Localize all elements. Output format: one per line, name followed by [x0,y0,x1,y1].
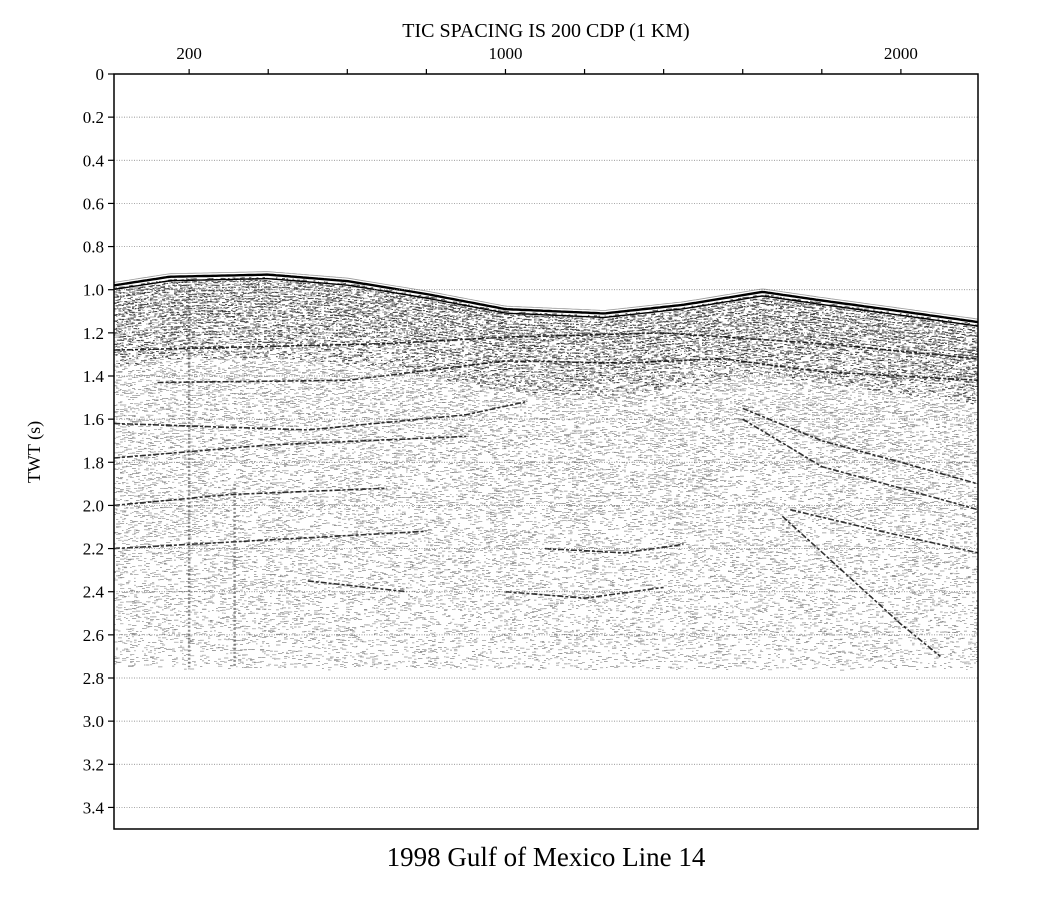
y-tick-label: 2.6 [83,626,104,645]
reflector [114,487,387,507]
y-tick-label: 0.6 [83,194,104,213]
reflector [505,586,664,600]
gridlines [114,116,978,808]
reflector [114,530,427,550]
y-tick-label: 1.6 [83,410,104,429]
y-tick-label: 3.0 [83,712,104,731]
top-axis-title: TIC SPACING IS 200 CDP (1 KM) [402,20,689,42]
reflector [742,407,978,485]
y-tick-label: 1.2 [83,324,104,343]
y-axis: 0 0.2 0.4 0.6 0.8 1.0 1.2 1.4 1.6 1.8 2.0 2.2 2.4 2.6… [83,65,114,817]
seismic-section [114,271,978,671]
seafloor-halo [114,271,978,320]
reflector [307,580,407,593]
top-tick-label: 200 [176,44,202,63]
y-tick-label: 0.2 [83,108,104,127]
reflector [114,401,526,431]
top-axis: 200 1000 2000 [176,44,918,74]
y-tick-label: 1.8 [83,453,104,472]
y-tick-label: 3.4 [83,798,105,817]
reflector [781,515,941,658]
y-tick-label: 3.2 [83,755,104,774]
y-tick-label: 0.8 [83,238,104,257]
y-tick-label: 2.8 [83,669,104,688]
top-tick-label: 1000 [488,44,522,63]
reflector [544,543,684,554]
seafloor-reflector [114,273,978,324]
top-tick-label: 2000 [884,44,918,63]
reflector [114,435,466,459]
reflector [157,357,978,384]
y-tick-label: 2.0 [83,496,104,515]
plot-frame [113,73,979,830]
seismic-strata [114,276,978,405]
y-tick-label: 0 [96,65,105,84]
y-tick-label: 1.0 [83,281,104,300]
y-tick-label: 0.4 [83,151,105,170]
y-axis-label: TWT (s) [24,421,45,483]
seafloor-reflector-2 [114,277,978,327]
reflector [114,332,978,360]
y-tick-label: 1.4 [83,367,105,386]
y-tick-label: 2.2 [83,540,104,559]
reflector [790,508,978,554]
figure-caption: 1998 Gulf of Mexico Line 14 [387,842,706,872]
reflector [742,418,978,511]
y-tick-label: 2.4 [83,583,105,602]
